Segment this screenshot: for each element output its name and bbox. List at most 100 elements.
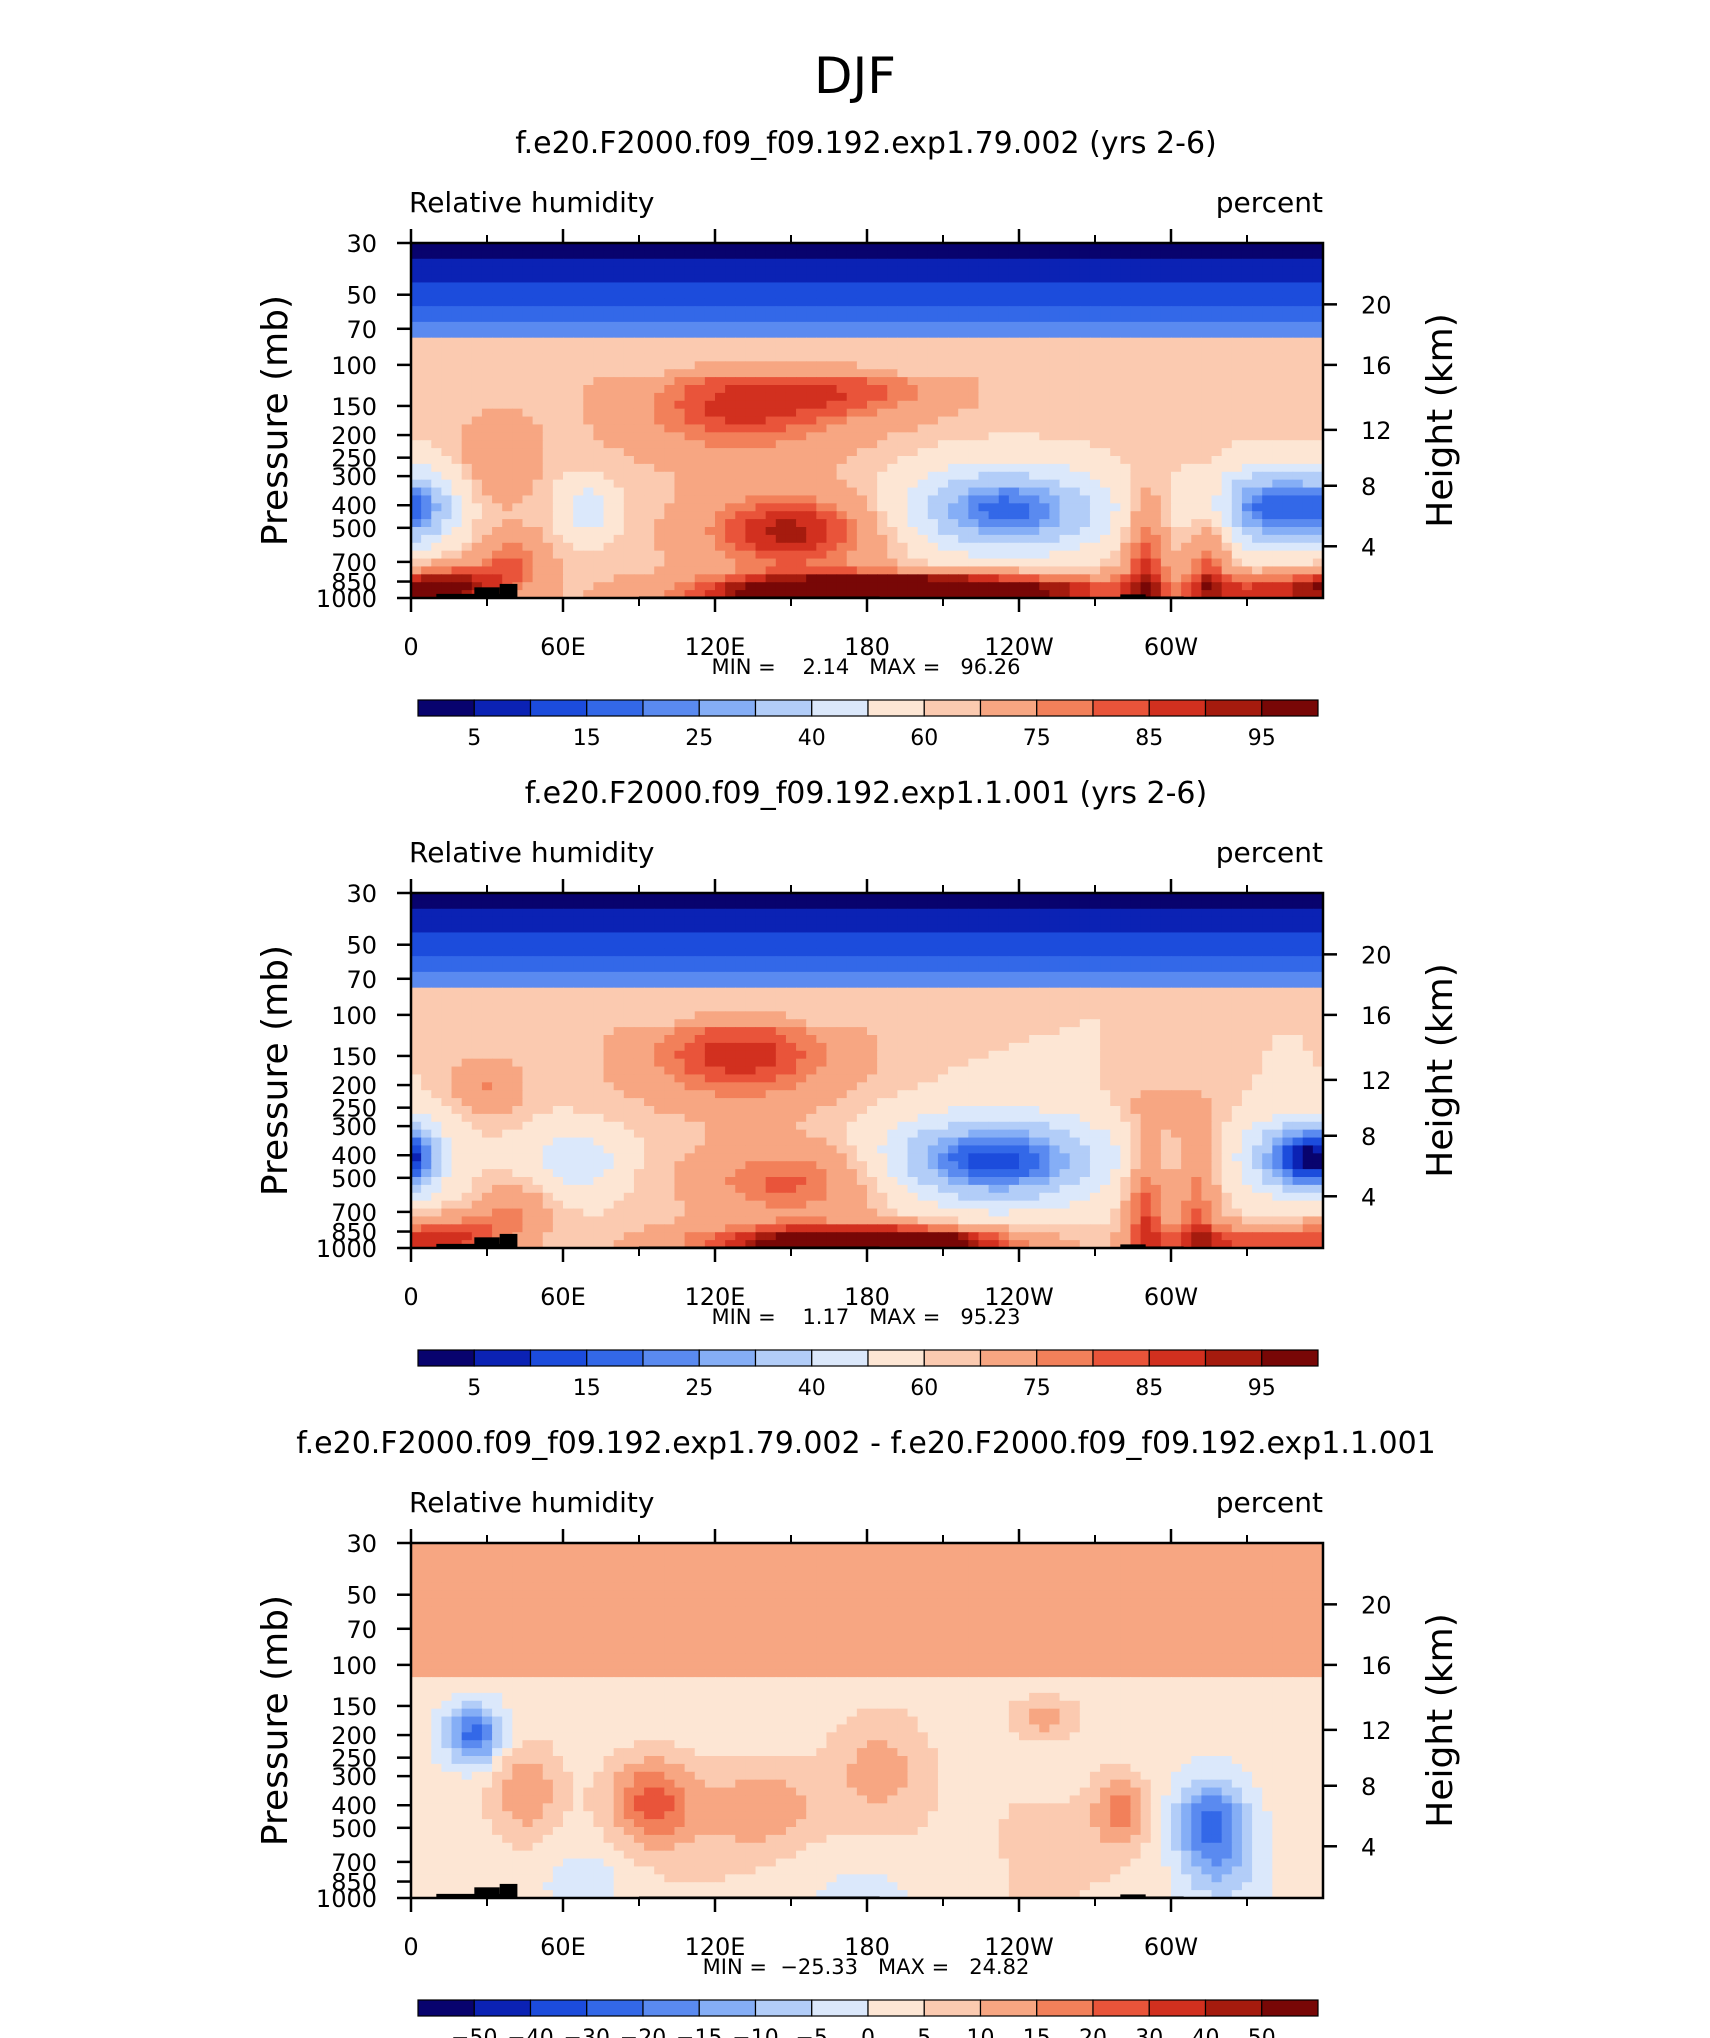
field-cell (1292, 385, 1304, 394)
field-cell (948, 392, 959, 402)
field-cell (451, 329, 463, 339)
field-cell (1120, 463, 1132, 473)
field-cell (1029, 408, 1040, 418)
field-cell (856, 266, 868, 276)
field-cell (755, 511, 767, 520)
field-cell (1181, 337, 1192, 347)
field-cell (785, 956, 797, 965)
field-cell (603, 479, 615, 489)
field-cell (492, 337, 503, 347)
field-cell (826, 558, 838, 568)
field-cell (796, 503, 807, 512)
field-cell (1160, 590, 1172, 599)
field-cell (775, 416, 787, 426)
field-cell (715, 266, 726, 276)
field-cell (785, 306, 797, 315)
field-cell (471, 495, 483, 504)
field-cell (1160, 542, 1172, 552)
field-cell (1110, 471, 1121, 481)
field-cell (471, 900, 483, 910)
field-cell (1059, 274, 1071, 284)
field-cell (573, 392, 584, 402)
field-cell (948, 590, 959, 599)
field-cell (1120, 377, 1132, 386)
field-cell (1272, 590, 1284, 599)
field-cell (431, 495, 442, 504)
field-cell (735, 456, 746, 465)
field-cell (573, 290, 584, 299)
field-cell (806, 385, 817, 394)
field-cell (593, 908, 605, 918)
field-cell (806, 542, 817, 552)
field-cell (1089, 314, 1101, 323)
field-cell (1211, 337, 1223, 347)
field-cell (1120, 511, 1132, 520)
field-cell (1100, 369, 1111, 378)
field-cell (1231, 250, 1243, 260)
field-cell (502, 463, 513, 473)
field-cell (1201, 361, 1213, 370)
field-cell (927, 948, 939, 957)
field-cell (1008, 408, 1020, 418)
field-cell (654, 432, 665, 441)
field-cell (1130, 361, 1142, 370)
field-cell (512, 385, 524, 394)
field-cell (1008, 250, 1020, 260)
field-cell (461, 377, 473, 386)
field-cell (1191, 542, 1202, 552)
field-cell (492, 432, 503, 441)
field-cell (1241, 243, 1253, 252)
field-cell (654, 574, 665, 583)
field-cell (1008, 416, 1020, 426)
field-cell (431, 893, 442, 902)
field-cell (937, 361, 949, 370)
field-cell (613, 385, 625, 394)
field-cell (1150, 590, 1162, 599)
field-cell (1221, 503, 1233, 512)
colorbar-swatch (811, 699, 869, 717)
field-cell (573, 377, 584, 386)
field-cell (1272, 385, 1284, 394)
field-cell (573, 479, 584, 489)
field-cell (1160, 574, 1172, 583)
field-cell (765, 369, 777, 378)
field-cell (1312, 329, 1324, 339)
field-cell (613, 932, 625, 941)
field-cell (1292, 558, 1304, 568)
field-cell (522, 345, 534, 355)
field-cell (826, 377, 838, 386)
field-cell (613, 400, 625, 410)
field-cell (755, 463, 767, 473)
field-cell (968, 408, 980, 418)
field-cell (1292, 329, 1304, 339)
field-cell (826, 566, 838, 575)
field-cell (1130, 916, 1142, 926)
field-cell (411, 243, 422, 252)
field-cell (755, 250, 767, 260)
field-cell (1110, 495, 1121, 504)
field-cell (917, 503, 929, 512)
field-cell (623, 306, 635, 315)
field-cell (431, 534, 442, 544)
field-cell (887, 574, 898, 583)
field-cell (877, 361, 888, 370)
field-cell (867, 274, 878, 284)
field-cell (1262, 424, 1273, 433)
field-cell (552, 893, 564, 902)
field-cell (532, 353, 544, 362)
field-cell (1262, 400, 1273, 410)
field-cell (937, 527, 949, 536)
field-cell (421, 590, 432, 599)
field-cell (937, 345, 949, 355)
field-cell (887, 243, 898, 252)
field-cell (613, 948, 625, 957)
field-cell (481, 369, 493, 378)
field-cell (1019, 353, 1030, 362)
field-cell (927, 558, 939, 568)
field-cell (431, 345, 442, 355)
field-cell (431, 582, 442, 591)
field-cell (1272, 361, 1284, 370)
field-cell (745, 298, 757, 307)
field-cell (1130, 424, 1142, 433)
field-cell (856, 416, 868, 426)
